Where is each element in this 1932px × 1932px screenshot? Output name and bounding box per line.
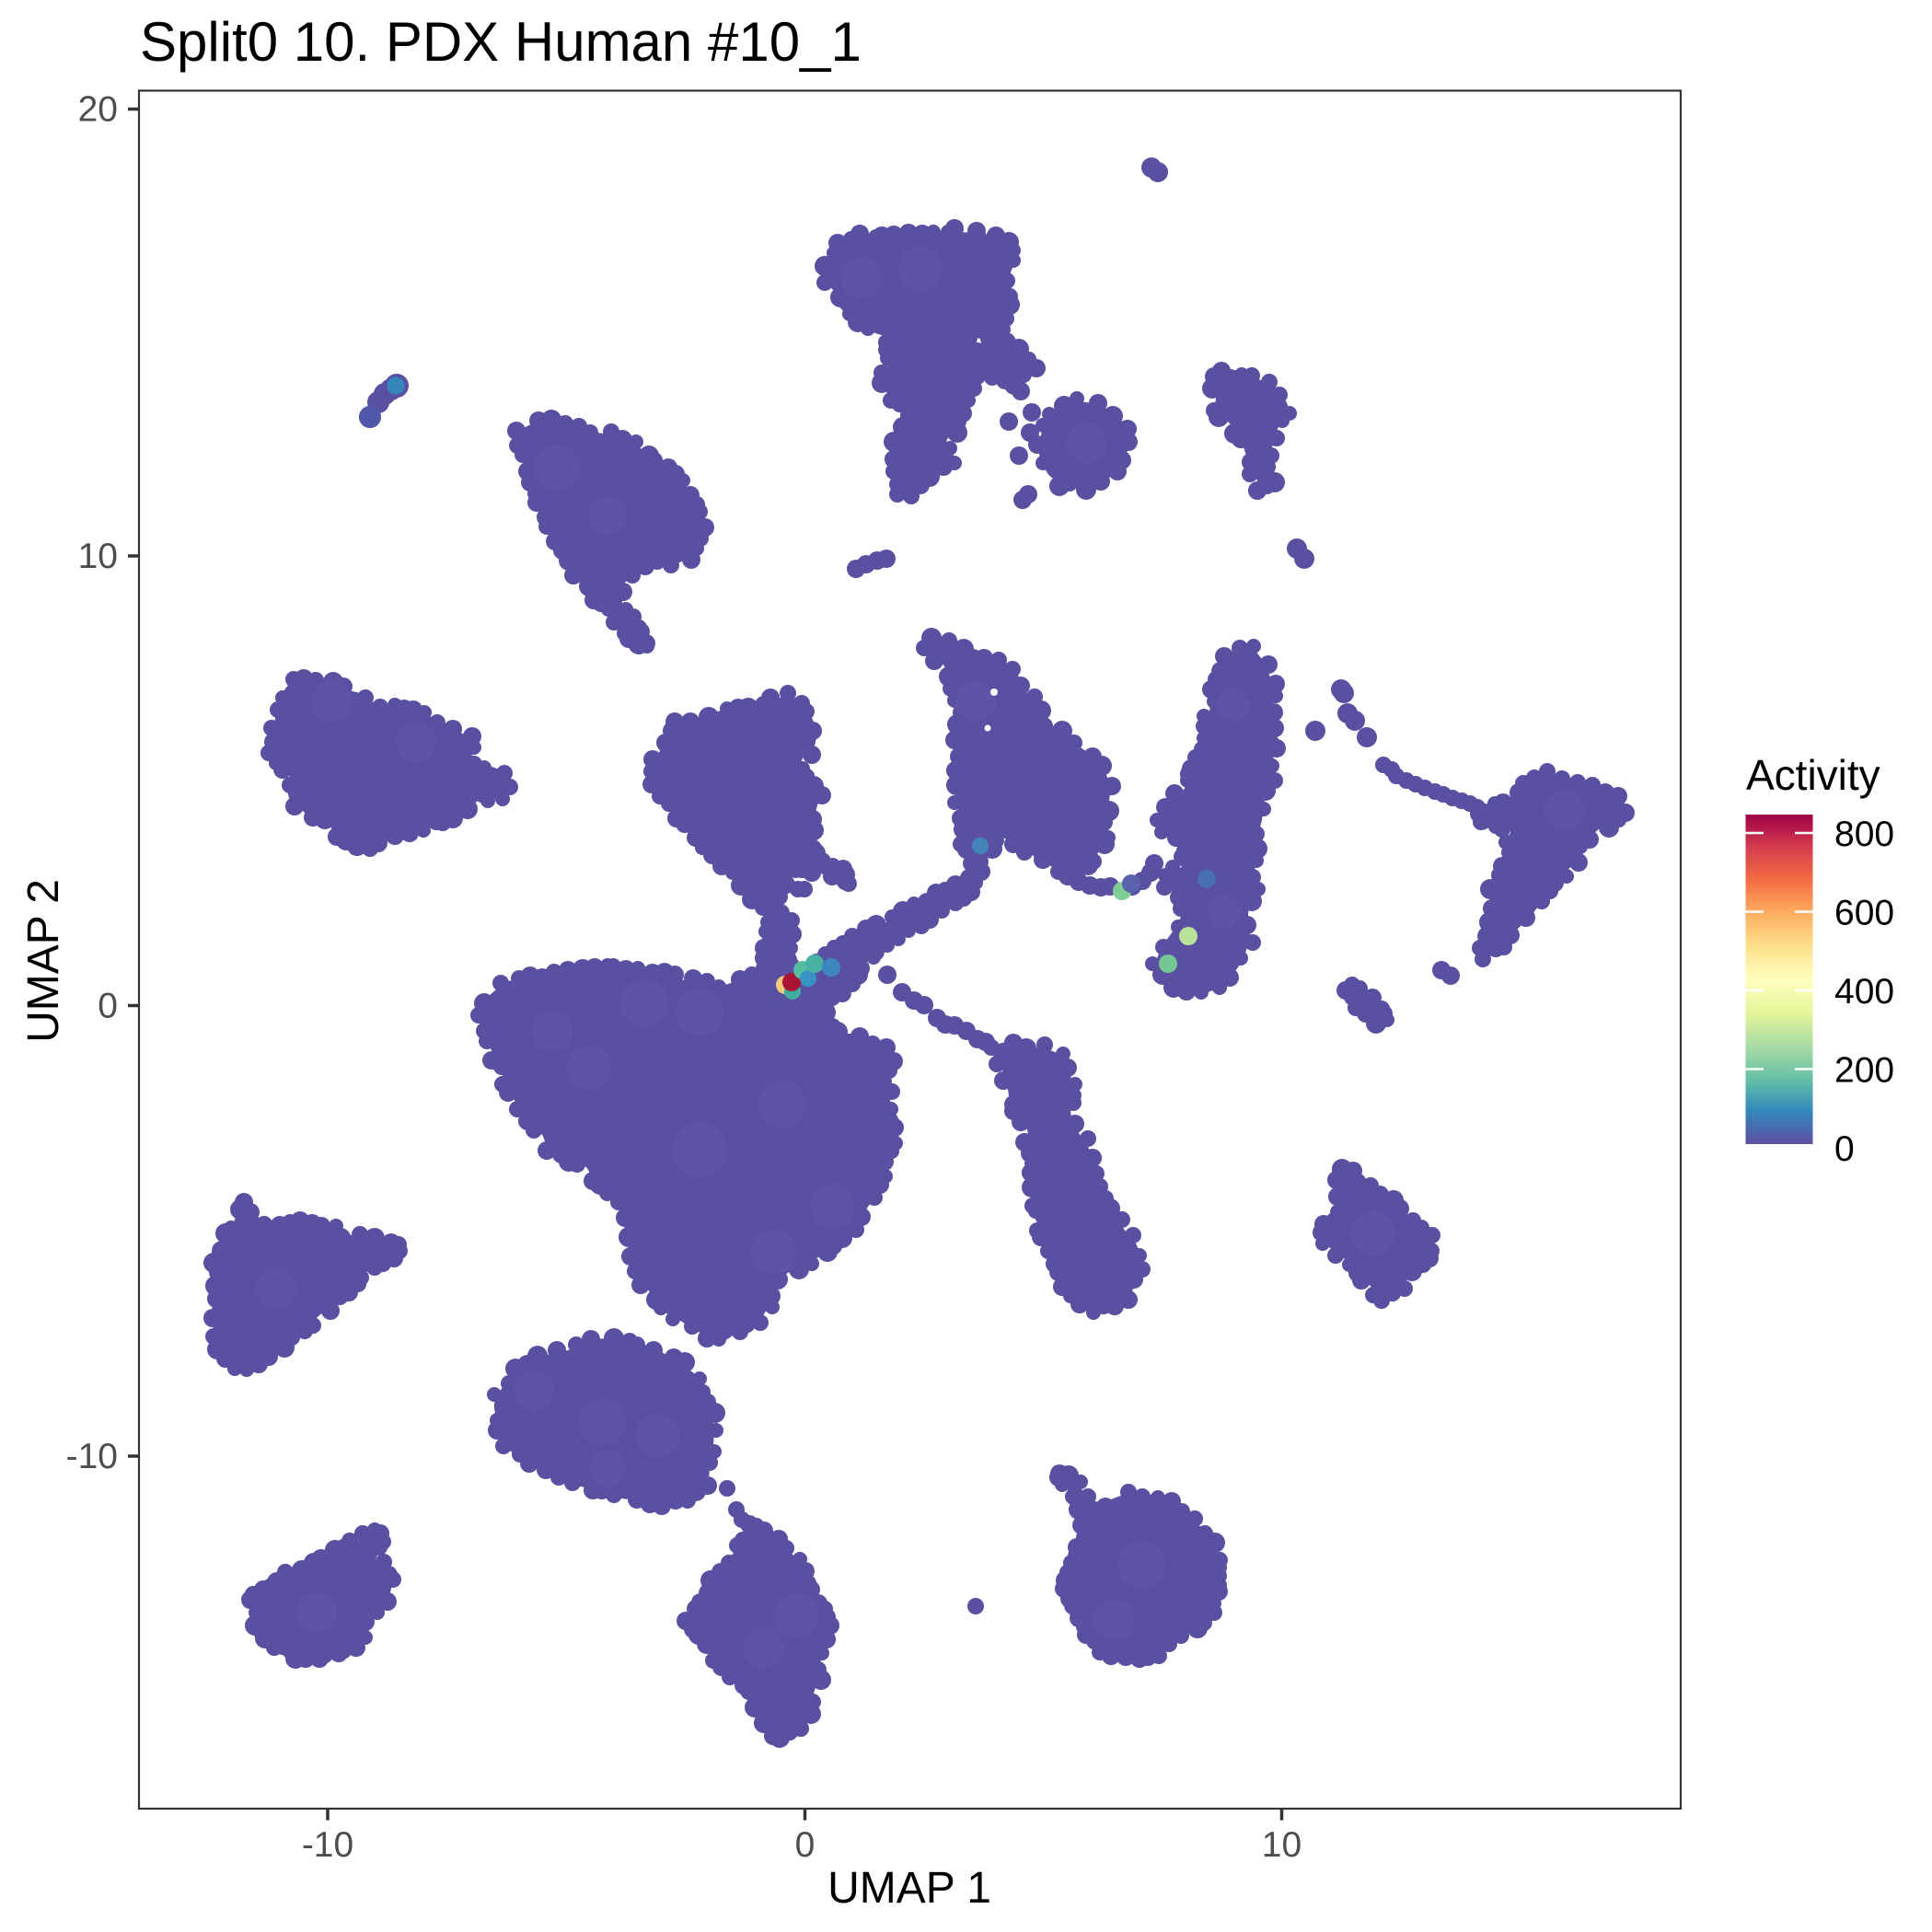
svg-text:10: 10 [1262, 1825, 1301, 1865]
svg-text:200: 200 [1834, 1051, 1894, 1091]
svg-text:0: 0 [98, 987, 118, 1026]
svg-text:0: 0 [1834, 1129, 1855, 1169]
svg-text:-10: -10 [302, 1825, 353, 1865]
svg-text:-10: -10 [66, 1437, 118, 1476]
svg-text:10: 10 [78, 537, 118, 576]
svg-text:UMAP 2: UMAP 2 [19, 879, 68, 1043]
svg-text:Split0 10. PDX Human #10_1: Split0 10. PDX Human #10_1 [140, 11, 862, 73]
svg-text:600: 600 [1834, 894, 1894, 933]
svg-text:800: 800 [1834, 815, 1894, 854]
svg-text:20: 20 [78, 90, 118, 130]
svg-text:UMAP 1: UMAP 1 [827, 1864, 991, 1913]
svg-text:0: 0 [795, 1825, 816, 1865]
svg-text:Activity: Activity [1746, 751, 1880, 799]
svg-text:400: 400 [1834, 972, 1894, 1012]
